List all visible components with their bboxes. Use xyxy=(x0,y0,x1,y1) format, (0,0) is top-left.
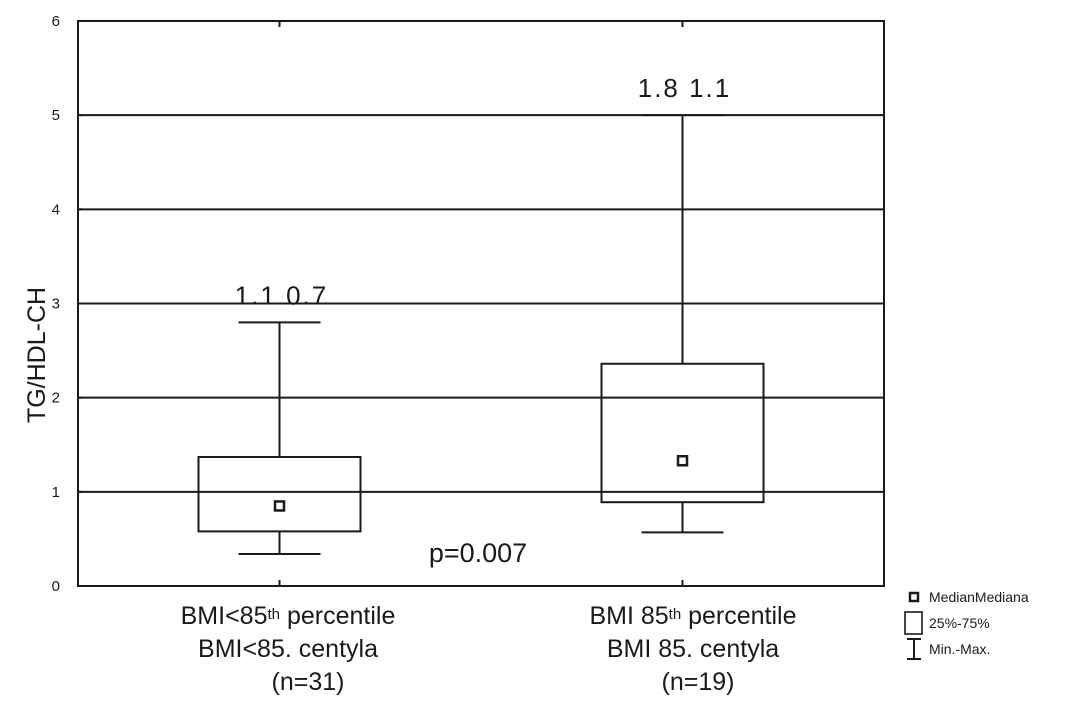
y-tick-label: 5 xyxy=(52,107,60,124)
box-series: 1.1 0.7 1.8 1.1 xyxy=(197,73,765,555)
median-marker-icon xyxy=(903,591,925,603)
legend: MedianMediana 25%-75% Min.-Max. xyxy=(903,584,1029,662)
iqr-box xyxy=(600,362,765,504)
legend-label-box: 25%-75% xyxy=(929,615,990,631)
legend-item-box: 25%-75% xyxy=(903,610,1029,636)
y-tick-label: 6 xyxy=(52,13,60,30)
box-annotation: 1.1 0.7 xyxy=(235,280,329,310)
y-tick-label: 3 xyxy=(52,296,60,313)
category-label-line-1: BMI<85th percentile xyxy=(180,602,396,630)
y-axis-label: TG/HDL-CH xyxy=(23,287,51,423)
legend-label-whisker: Min.-Max. xyxy=(929,641,991,657)
legend-item-median: MedianMediana xyxy=(903,584,1029,610)
y-tick-label: 2 xyxy=(52,390,60,407)
category-label-line-2: BMI<85. centyla xyxy=(198,635,378,663)
legend-label-median: MedianMediana xyxy=(929,589,1029,605)
category-label-group-1: BMI<85th percentile BMI<85. centyla (n=3… xyxy=(118,600,458,699)
category-label-line-2: BMI 85. centyla xyxy=(606,635,780,663)
y-tick-label: 1 xyxy=(52,484,60,501)
gridlines xyxy=(78,114,884,493)
box-annotation: 1.8 1.1 xyxy=(638,73,732,103)
category-label-group-2: BMI 85th percentile BMI 85. centyla (n=1… xyxy=(523,600,863,699)
y-tick-label: 0 xyxy=(52,578,60,595)
whisker-icon xyxy=(903,637,925,661)
iqr-box xyxy=(197,455,362,533)
box-icon xyxy=(903,611,925,635)
y-tick-label: 4 xyxy=(52,201,60,218)
p-value-annotation: p=0.007 xyxy=(429,538,527,568)
median-marker xyxy=(676,455,689,467)
legend-item-whisker: Min.-Max. xyxy=(903,636,1029,662)
median-marker xyxy=(273,500,286,512)
y-axis-ticks: 0 1 2 3 4 5 6 xyxy=(52,13,83,595)
category-label-line-1: BMI 85th percentile xyxy=(589,602,797,630)
category-label-line-3: (n=31) xyxy=(271,668,345,696)
x-axis-ticks xyxy=(278,21,684,586)
category-label-line-3: (n=19) xyxy=(661,668,735,696)
